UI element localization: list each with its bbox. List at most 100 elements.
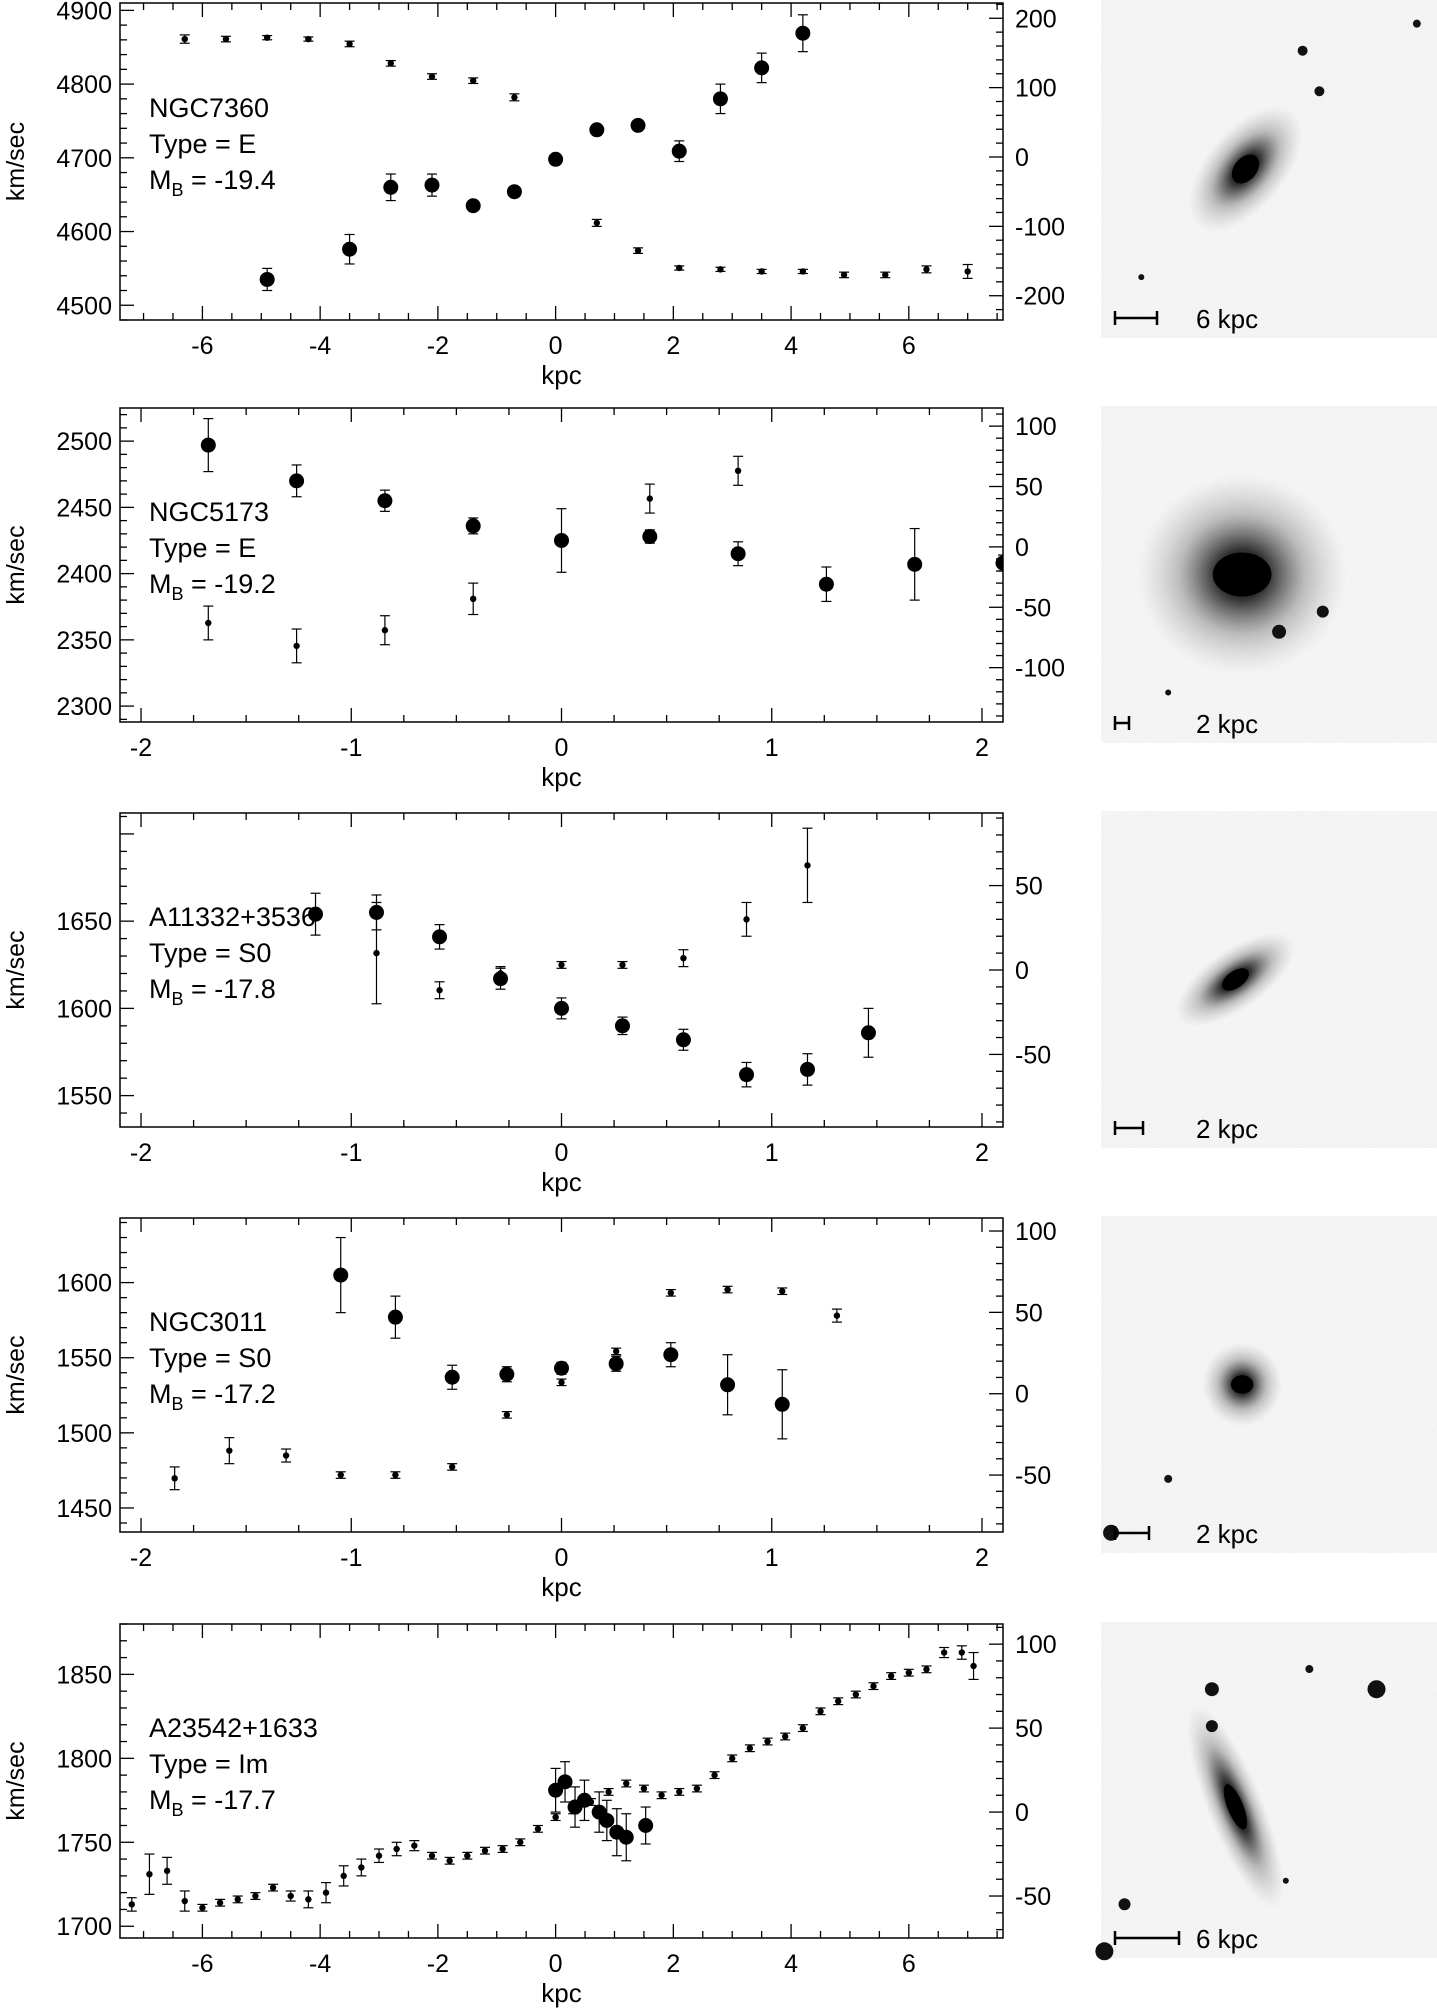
- y-tick-label-left: 2300: [56, 693, 112, 721]
- x-axis-label: kpc: [541, 762, 581, 792]
- velocity-point: [424, 177, 440, 193]
- dispersion-point: [337, 1471, 344, 1479]
- plot-frame: [119, 812, 1004, 1128]
- y-tick-label-left: 4900: [56, 0, 112, 25]
- dispersion-point: [448, 1463, 456, 1471]
- y-tick-label-left: 1600: [56, 1270, 112, 1298]
- dispersion-point: [252, 1892, 259, 1900]
- dispersion-point: [481, 1847, 489, 1854]
- dispersion-point: [216, 1899, 224, 1906]
- x-tick-label: 0: [555, 734, 569, 762]
- galaxy-magnitude-label: MB = -17.7: [149, 1785, 276, 1820]
- star: [1205, 1720, 1218, 1733]
- dispersion-point: [764, 1738, 771, 1745]
- dispersion-point: [373, 949, 380, 957]
- galaxy-magnitude-label: MB = -17.2: [149, 1379, 276, 1414]
- dispersion-point: [667, 1289, 675, 1297]
- dispersion-point: [612, 1348, 620, 1355]
- dispersion-point: [940, 1649, 948, 1656]
- dispersion-point: [446, 1857, 453, 1864]
- x-tick-label: 1: [765, 1139, 779, 1167]
- panel-a23542-1633: -6 -4 -2 0 2 4 6 kpc 1700 1750 1800 1850 -50 0 50 100 km…: [2, 1622, 1437, 2008]
- velocity-point: [754, 60, 770, 76]
- x-tick-label: -1: [340, 734, 362, 762]
- y-tick-label-right: 0: [1015, 534, 1029, 562]
- y-tick-label-right: 0: [1015, 1381, 1029, 1409]
- x-tick-label: -6: [191, 1950, 213, 1978]
- dispersion-point: [222, 35, 230, 43]
- dispersion-point: [282, 1452, 290, 1459]
- galaxy-name-label: A23542+1633: [149, 1713, 318, 1743]
- x-axis-label: kpc: [541, 1572, 581, 1602]
- dispersion-point: [503, 1411, 511, 1419]
- galaxy-image: 2 kpc: [1101, 811, 1437, 1148]
- velocity-point: [289, 473, 305, 489]
- dispersion-point: [305, 1896, 312, 1903]
- star: [1412, 19, 1421, 28]
- data-layer: [200, 417, 1003, 664]
- x-axis-label: kpc: [541, 1167, 581, 1197]
- velocity-point: [465, 198, 481, 214]
- x-tick-label: 2: [975, 734, 989, 762]
- x-tick-label: -4: [309, 1950, 331, 1978]
- y-tick-label-right: -50: [1015, 594, 1051, 622]
- dispersion-point: [729, 1755, 736, 1762]
- star: [1165, 689, 1172, 696]
- dispersion-point: [870, 1682, 877, 1690]
- x-tick-label: -2: [427, 332, 449, 360]
- scale-bar-label: 6 kpc: [1196, 304, 1258, 334]
- velocity-point: [493, 971, 509, 987]
- dispersion-point: [905, 1669, 913, 1676]
- y-tick-label-left: 2450: [56, 494, 112, 522]
- dispersion-point: [269, 1884, 277, 1891]
- velocity-point: [630, 117, 646, 133]
- galaxy-magnitude-label: MB = -17.8: [149, 974, 276, 1009]
- y-tick-label-left: 1750: [56, 1829, 112, 1857]
- velocity-point: [554, 532, 569, 548]
- dispersion-point: [464, 1852, 471, 1859]
- star: [1282, 1877, 1289, 1884]
- dispersion-point: [676, 1788, 683, 1796]
- data-layer: [169, 1236, 842, 1491]
- dispersion-point: [234, 1896, 241, 1903]
- velocity-point: [774, 1396, 790, 1412]
- dispersion-point: [882, 271, 889, 279]
- velocity-point: [818, 576, 834, 592]
- dispersion-point: [781, 1733, 789, 1740]
- x-tick-label: 2: [666, 1950, 680, 1978]
- y-tick-label-left: 1450: [56, 1495, 112, 1523]
- x-tick-label: 0: [555, 1544, 569, 1572]
- dispersion-point: [640, 1785, 648, 1792]
- velocity-point: [342, 241, 358, 257]
- dispersion-point: [804, 862, 811, 869]
- galaxy-core: [1221, 968, 1249, 991]
- y-tick-label-left: 1650: [56, 908, 112, 936]
- data-layer: [179, 14, 973, 292]
- dispersion-point: [923, 1666, 930, 1673]
- dispersion-point: [163, 1867, 171, 1875]
- panel-ngc7360: -6 -4 -2 0 2 4 6 kpc 4500 4600 4700 4800 4900 -200 -10…: [2, 0, 1437, 390]
- x-tick-label: 0: [549, 332, 563, 360]
- star: [1297, 45, 1308, 56]
- dispersion-point: [840, 271, 848, 279]
- dispersion-point: [834, 1698, 842, 1705]
- dispersion-point: [411, 1842, 418, 1849]
- star: [1138, 274, 1145, 281]
- y-tick-label-left: 4700: [56, 145, 112, 173]
- velocity-point: [618, 1829, 634, 1845]
- galaxy-core: [1212, 552, 1272, 597]
- dispersion-point: [305, 35, 312, 43]
- dispersion-point: [381, 627, 389, 634]
- velocity-point: [554, 1000, 569, 1016]
- dispersion-point: [923, 266, 930, 273]
- x-tick-label: -4: [309, 332, 331, 360]
- velocity-point: [671, 143, 687, 159]
- y-tick-label-left: 2500: [56, 428, 112, 456]
- velocity-point: [642, 529, 658, 545]
- galaxy-magnitude-label: MB = -19.4: [149, 165, 276, 200]
- dispersion-point: [387, 60, 394, 67]
- dispersion-point: [428, 1852, 436, 1859]
- velocity-point: [675, 1032, 691, 1048]
- dispersion-point: [428, 73, 436, 80]
- velocity-point: [557, 1774, 573, 1790]
